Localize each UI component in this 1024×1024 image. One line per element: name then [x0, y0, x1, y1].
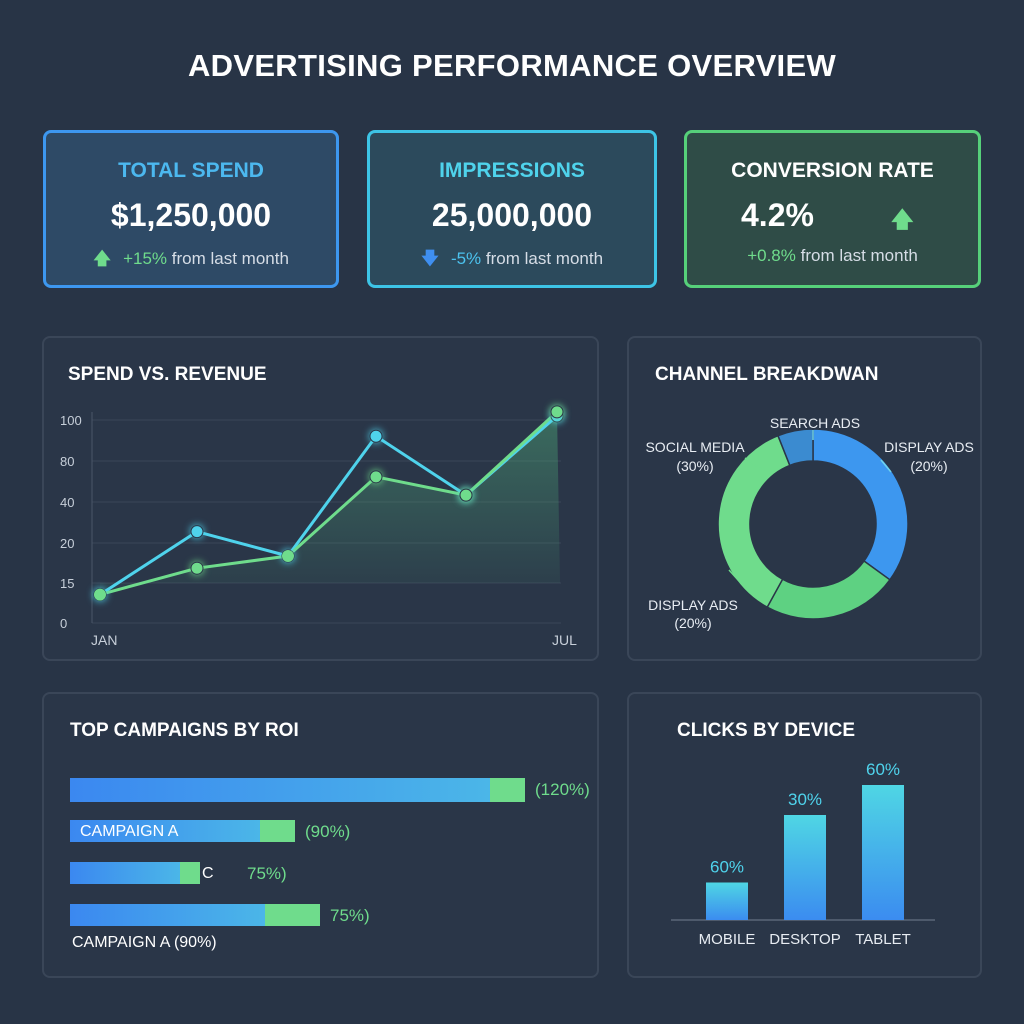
kpi-value: 25,000,000 [431, 197, 593, 233]
roi-footer-label: CAMPAIGN A (90%) [72, 934, 217, 951]
kpi-delta-text: from last month [800, 246, 918, 265]
series-area [100, 411, 560, 595]
kpi-value: 4.2% [741, 197, 814, 233]
donut-chart: SEARCH ADS DISPLAY ADS (20%) SOCIAL MEDIA (3… [645, 415, 974, 631]
x-tick-label: JUL [552, 632, 577, 648]
x-tick-label: DESKTOP [769, 931, 840, 948]
kpi-delta-value: -5% [450, 249, 482, 268]
data-point [550, 405, 564, 419]
up-arrow-icon: 🡅 [891, 207, 914, 232]
leader-line [728, 569, 748, 591]
slice-value-label: (20%) [674, 615, 711, 631]
chart-title: CHANNEL BREAKDWAN [655, 364, 879, 385]
y-tick-label: 0 [60, 616, 67, 631]
roi-bar-segment [260, 820, 295, 842]
page-title: ADVERTISING PERFORMANCE OVERVIEW [187, 48, 837, 83]
donut-slice [766, 559, 891, 620]
roi-bar [70, 862, 180, 884]
kpi-value: $1,250,000 [110, 197, 272, 233]
roi-bar-value: (90%) [305, 822, 351, 841]
slice-label: SEARCH ADS [770, 415, 860, 431]
roi-bar-segment [265, 904, 320, 926]
kpi-label: IMPRESSIONS [439, 159, 585, 182]
down-arrow-icon: 🡇 [421, 249, 439, 268]
slice-value-label: (20%) [910, 458, 947, 474]
bar-value-label: 60% [710, 858, 744, 877]
kpi-delta-text: from last month [171, 249, 289, 268]
data-point [190, 561, 204, 575]
kpi-delta: 🡅 +15% from last month [46, 246, 336, 275]
clicks-by-device-panel: CLICKS BY DEVICE 60% MOBILE 30% DESKTOP 60% T… [627, 692, 982, 978]
spend-vs-revenue-panel: SPEND VS. REVENUE 100 80 40 20 15 0 JAN JUL [42, 336, 599, 661]
slice-label: SOCIAL MEDIA [645, 439, 745, 455]
up-arrow-icon: 🡅 [93, 249, 111, 268]
data-point [94, 588, 106, 601]
y-tick-label: 80 [60, 454, 74, 469]
roi-bar-value: 75%) [247, 864, 287, 883]
bar-value-label: 60% [866, 760, 900, 779]
donut-slice [717, 434, 791, 609]
chart-title: SPEND VS. REVENUE [68, 364, 267, 385]
kpi-card-total-spend[interactable]: TOTAL SPEND $1,250,000 🡅 +15% from last m… [43, 130, 339, 288]
roi-bar-segment [490, 778, 525, 802]
channel-breakdown-panel: CHANNEL BREAKDWAN SEARCH ADS DISPLAY ADS (… [627, 336, 982, 661]
line-chart: 100 80 40 20 15 0 JAN JUL [60, 405, 577, 648]
x-tick-label: MOBILE [699, 931, 756, 948]
kpi-card-conversion-rate[interactable]: CONVERSION RATE 4.2% 🡅 +0.8% from last m… [684, 130, 981, 288]
bar [862, 785, 904, 920]
roi-bar [70, 820, 260, 842]
kpi-delta-value: +0.8% [747, 246, 796, 265]
donut-slice [812, 428, 909, 581]
roi-bar [70, 904, 265, 926]
bar-value-label: 30% [788, 790, 822, 809]
kpi-delta: +0.8% from last month [687, 246, 978, 266]
roi-bar [70, 778, 490, 802]
roi-bar-label: C [202, 865, 214, 882]
data-point [369, 470, 383, 484]
y-tick-label: 15 [60, 576, 74, 591]
roi-bar-value: (120%) [535, 780, 590, 799]
kpi-label: CONVERSION RATE [731, 159, 934, 182]
donut-slice [777, 428, 814, 467]
chart-title: CLICKS BY DEVICE [677, 720, 856, 741]
y-tick-label: 20 [60, 536, 74, 551]
leader-line [880, 459, 892, 473]
kpi-label: TOTAL SPEND [118, 159, 264, 182]
slice-label: DISPLAY ADS [648, 597, 738, 613]
data-point [459, 488, 473, 502]
slice-label: DISPLAY ADS [884, 439, 974, 455]
roi-bar-segment [180, 862, 200, 884]
bar [706, 882, 748, 920]
roi-bar-label: CAMPAIGN A [80, 823, 179, 840]
device-bar-chart: 60% MOBILE 30% DESKTOP 60% TABLET [671, 760, 935, 948]
kpi-delta-value: +15% [123, 249, 168, 268]
chart-title: TOP CAMPAIGNS BY ROI [70, 720, 299, 741]
kpi-delta: 🡇 -5% from last month [370, 246, 654, 275]
roi-bar-value: 75%) [330, 906, 370, 925]
data-point [190, 525, 204, 539]
y-tick-label: 100 [60, 413, 82, 428]
kpi-card-impressions[interactable]: IMPRESSIONS 25,000,000 🡇 -5% from last mo… [367, 130, 657, 288]
leader-line [744, 457, 766, 473]
data-point [282, 550, 294, 563]
bar [784, 815, 826, 920]
top-campaigns-panel: TOP CAMPAIGNS BY ROI (120%) CAMPAIGN A (90… [42, 692, 599, 978]
data-point [369, 429, 383, 443]
slice-value-label: (30%) [676, 458, 713, 474]
y-tick-label: 40 [60, 495, 74, 510]
kpi-delta-text: from last month [485, 249, 604, 268]
series-line [99, 410, 559, 597]
x-tick-label: TABLET [855, 931, 911, 948]
x-tick-label: JAN [91, 632, 117, 648]
